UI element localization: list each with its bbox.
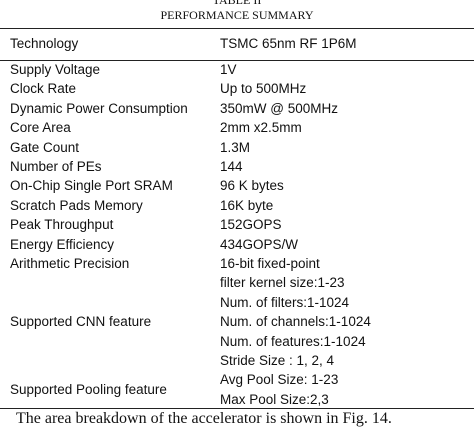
row-label: Core Area (10, 120, 71, 136)
column-header: TSMC 65nm RF 1P6M (220, 36, 357, 51)
row-value: Num. of features:1-1024 (220, 333, 366, 349)
row-label: Energy Efficiency (10, 236, 115, 252)
row-value: 144 (220, 159, 243, 174)
row-value: 2mm x2.5mm (220, 120, 302, 136)
row-label: Dynamic Power Consumption (10, 100, 188, 116)
row-value: Num. of channels:1-1024 (220, 314, 371, 330)
row-value: Max Pool Size:2,3 (220, 391, 329, 407)
row-label: Supported CNN feature (10, 314, 152, 330)
row-label: Peak Throughput (10, 217, 114, 233)
table-rule (0, 28, 474, 29)
row-label: Gate Count (10, 139, 80, 155)
row-label: Clock Rate (10, 81, 77, 97)
column-header: Technology (10, 36, 79, 51)
row-value: 1.3M (220, 139, 251, 155)
row-value: 152GOPS (220, 217, 282, 233)
row-value: Stride Size : 1, 2, 4 (220, 353, 335, 368)
row-value: 1V (220, 62, 237, 77)
row-value: filter kernel size:1-23 (220, 275, 345, 291)
row-label: On-Chip Single Port SRAM (10, 178, 173, 194)
row-value: 16K byte (220, 197, 274, 213)
row-label: Scratch Pads Memory (10, 197, 143, 213)
row-value: 350mW @ 500MHz (220, 100, 338, 116)
row-value: Avg Pool Size: 1-23 (220, 372, 339, 388)
paragraph: The area breakdown of the accelerator is… (16, 410, 392, 427)
row-value: Up to 500MHz (220, 81, 307, 97)
row-label: Supported Pooling feature (10, 382, 167, 398)
row-value: 96 K bytes (220, 178, 284, 194)
row-label: Supply Voltage (10, 62, 101, 77)
table-label: TABLE II (212, 0, 262, 7)
row-value: 434GOPS/W (220, 236, 299, 252)
row-label: Number of PEs (10, 159, 102, 174)
table-rule (0, 408, 474, 409)
table-title: PERFORMANCE SUMMARY (160, 8, 314, 22)
table-rule (0, 60, 474, 61)
row-value: 16-bit fixed-point (220, 256, 320, 271)
row-label: Arithmetic Precision (10, 256, 130, 271)
row-value: Num. of filters:1-1024 (220, 294, 350, 310)
